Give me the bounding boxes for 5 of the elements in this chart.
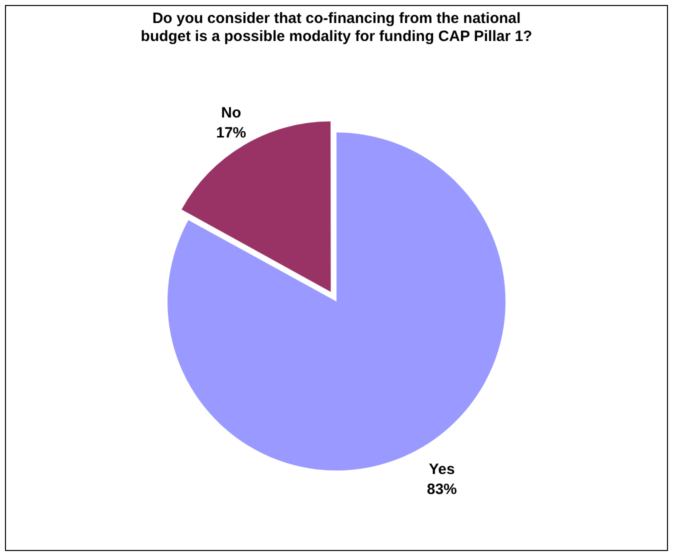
- chart-title: Do you consider that co-financing from the national budget is a possible modality for funding CAP Pillar 1?: [140, 10, 534, 46]
- data-label: 83%: [426, 480, 457, 498]
- slice-label: Yes: [428, 460, 455, 478]
- data-label: 17%: [216, 124, 246, 142]
- slice-label: No: [221, 104, 242, 122]
